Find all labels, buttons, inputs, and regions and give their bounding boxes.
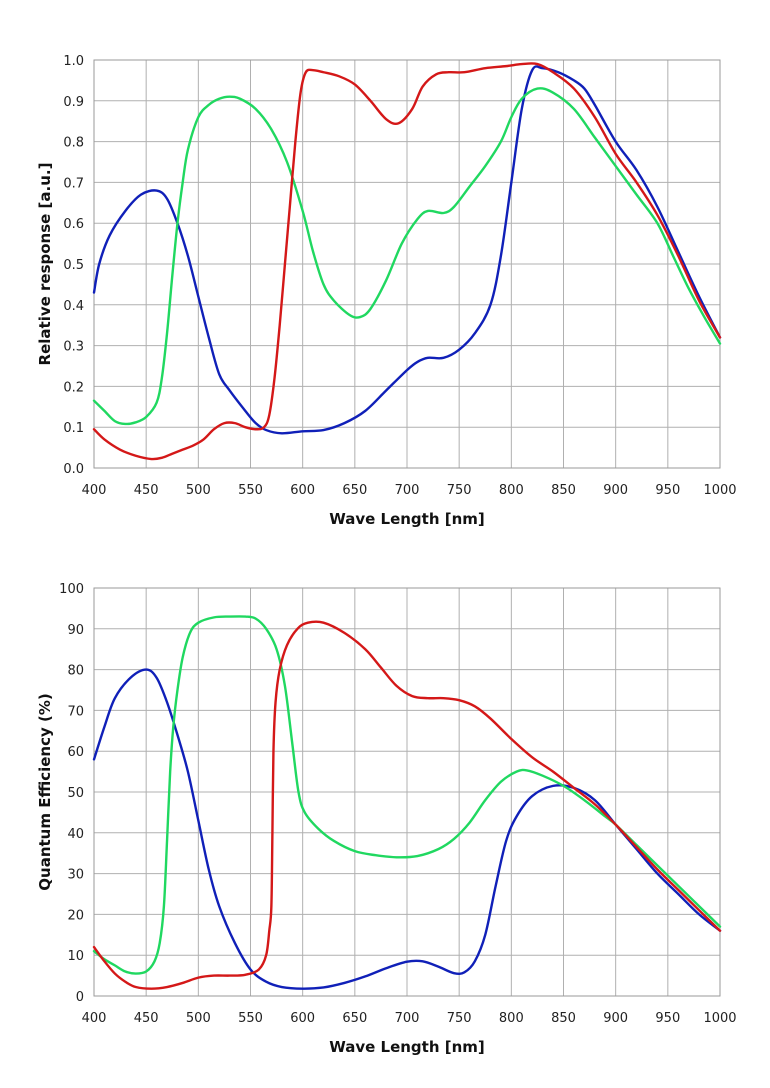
y-axis-title-quantum-efficiency: Quantum Efficiency (%) <box>36 693 54 890</box>
x-tick-label: 600 <box>290 483 315 498</box>
y-tick-label: 0.7 <box>63 176 84 191</box>
x-tick-label: 650 <box>342 483 367 498</box>
x-tick-label: 800 <box>499 483 524 498</box>
series-group <box>92 615 722 990</box>
y-tick-label: 0.9 <box>63 95 84 110</box>
plot-frame <box>93 587 721 997</box>
x-tick-label: 550 <box>238 1011 263 1026</box>
series-line-red <box>92 62 722 461</box>
relative-response-chart: 400 450 500 550 600 650 700 750 800 850 900 950 1000… <box>36 54 737 528</box>
y-tick-label: 60 <box>67 745 84 760</box>
y-tick-label: 0.6 <box>63 217 84 232</box>
x-tick-label: 950 <box>655 483 680 498</box>
y-tick-label: 0.3 <box>63 340 84 355</box>
y-tick-label: 30 <box>67 868 84 883</box>
x-tick-label: 450 <box>134 1011 159 1026</box>
series-group <box>92 62 722 461</box>
y-tick-label: 0.8 <box>63 136 84 151</box>
x-tick-label: 700 <box>395 1011 420 1026</box>
x-tick-label: 950 <box>655 1011 680 1026</box>
x-tick-label: 650 <box>342 1011 367 1026</box>
x-tick-label: 400 <box>82 1011 107 1026</box>
x-tick-label: 700 <box>395 483 420 498</box>
y-tick-label: 40 <box>67 827 84 842</box>
x-tick-label: 600 <box>290 1011 315 1026</box>
x-tick-label: 900 <box>603 483 628 498</box>
x-tick-label: 500 <box>186 1011 211 1026</box>
y-tick-label: 0 <box>76 990 84 1005</box>
y-tick-label: 80 <box>67 664 84 679</box>
series-line-green <box>92 615 722 975</box>
y-tick-label: 100 <box>59 582 84 597</box>
y-tick-label: 0.2 <box>63 380 84 395</box>
grid <box>93 587 721 997</box>
x-tick-label: 500 <box>186 483 211 498</box>
y-tick-label: 0.5 <box>63 258 84 273</box>
x-tick-label: 850 <box>551 483 576 498</box>
x-tick-label: 400 <box>82 483 107 498</box>
grid <box>93 59 721 469</box>
x-tick-label: 900 <box>603 1011 628 1026</box>
y-tick-label: 50 <box>67 786 84 801</box>
quantum-efficiency-chart: 400 450 500 550 600 650 700 750 800 850 900 950 1000… <box>36 582 737 1056</box>
x-tick-label: 1000 <box>703 483 736 498</box>
y-tick-label: 0.1 <box>63 421 84 436</box>
series-line-red <box>92 620 722 990</box>
x-axis-title: Wave Length [nm] <box>329 510 485 528</box>
series-line-green <box>92 87 722 426</box>
y-tick-label: 20 <box>67 908 84 923</box>
x-tick-label: 550 <box>238 483 263 498</box>
x-tick-label: 450 <box>134 483 159 498</box>
y-tick-label: 0.4 <box>63 299 84 314</box>
y-tick-label: 90 <box>67 623 84 638</box>
y-axis-title-relative-response: Relative response [a.u.] <box>36 163 54 366</box>
y-tick-label: 0.0 <box>63 462 84 477</box>
x-axis-title: Wave Length [nm] <box>329 1038 485 1056</box>
y-tick-label: 10 <box>67 949 84 964</box>
x-tick-label: 750 <box>447 483 472 498</box>
x-tick-label: 750 <box>447 1011 472 1026</box>
plot-frame <box>93 59 721 469</box>
series-line-blue <box>92 65 722 435</box>
x-tick-label: 850 <box>551 1011 576 1026</box>
y-tick-label: 70 <box>67 704 84 719</box>
x-tick-label: 1000 <box>703 1011 736 1026</box>
y-tick-label: 1.0 <box>63 54 84 69</box>
x-tick-label: 800 <box>499 1011 524 1026</box>
